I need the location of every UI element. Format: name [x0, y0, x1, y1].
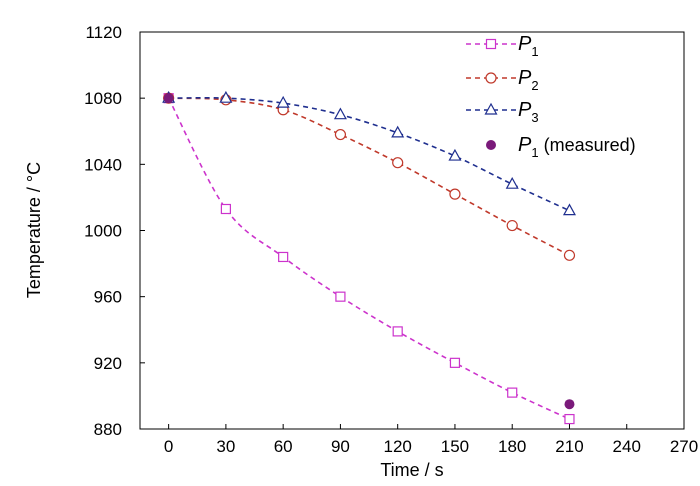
- x-axis: 0 30 60 90 120 150 180 210 240 270: [164, 424, 698, 456]
- data-point: [564, 413, 575, 425]
- legend-marker: [485, 38, 497, 50]
- data-point: [392, 157, 404, 169]
- series-line: [168, 97, 570, 257]
- legend-label-subscript: 2: [531, 78, 538, 93]
- legend-label-subscript: 3: [531, 110, 538, 125]
- legend-label-subscript: 1: [531, 44, 538, 59]
- data-point: [333, 107, 347, 120]
- y-tick-label: 920: [94, 354, 122, 373]
- data-point: [448, 148, 462, 161]
- y-tick-label: 1040: [84, 155, 122, 174]
- data-point: [220, 203, 231, 215]
- x-tick-label: 60: [274, 437, 293, 456]
- legend-label-suffix: (measured): [539, 135, 636, 155]
- legend-label: P1 (measured): [518, 134, 636, 160]
- y-tick-label: 880: [94, 420, 122, 439]
- x-tick-label: 270: [670, 437, 698, 456]
- y-tick-label: 1120: [85, 23, 122, 42]
- legend-label: P1: [518, 33, 539, 59]
- x-tick-label: 120: [383, 437, 411, 456]
- legend-label-main: P: [518, 134, 532, 156]
- x-tick-label: 30: [216, 437, 235, 456]
- plot-frame: [139, 31, 685, 430]
- legend-item: P1 (measured): [486, 134, 636, 160]
- series-1: [163, 93, 575, 425]
- data-point: [449, 357, 461, 368]
- data-point: [334, 128, 347, 141]
- x-tick-label: 0: [164, 437, 173, 456]
- data-point: [449, 188, 461, 200]
- data-point: [505, 176, 519, 189]
- data-point: [562, 203, 576, 216]
- x-axis-title: Time / s: [380, 460, 443, 480]
- x-tick-label: 150: [441, 437, 469, 456]
- x-tick-label: 210: [555, 437, 583, 456]
- legend-label-main: P: [518, 99, 532, 121]
- data-point: [335, 291, 346, 302]
- y-tick-label: 1000: [84, 222, 122, 241]
- legend-marker: [484, 102, 498, 115]
- legend-label-main: P: [518, 33, 532, 55]
- legend-item: P2: [466, 67, 539, 93]
- data-point: [392, 326, 403, 337]
- x-tick-label: 240: [613, 437, 641, 456]
- legend-item: P3: [466, 99, 539, 125]
- legend-label-subscript: 1: [531, 145, 538, 160]
- series-line: [168, 97, 570, 212]
- data-point: [506, 219, 518, 232]
- series-2: [163, 92, 576, 261]
- legend-marker: [486, 140, 496, 150]
- series-line: [167, 97, 570, 420]
- legend-marker: [485, 72, 497, 84]
- data-point: [507, 387, 518, 398]
- y-axis-title: Temperature / °C: [24, 162, 44, 298]
- series-4: [163, 93, 575, 410]
- plot-series: [162, 90, 576, 425]
- data-point: [163, 93, 174, 104]
- data-point: [219, 90, 233, 103]
- data-point: [563, 249, 576, 261]
- x-tick-label: 90: [331, 437, 350, 456]
- legend-label-main: P: [518, 67, 532, 89]
- data-point: [391, 125, 405, 138]
- y-tick-label: 960: [94, 288, 122, 307]
- y-tick-label: 1080: [84, 89, 122, 108]
- legend-item: P1: [466, 33, 539, 59]
- data-point: [278, 251, 289, 263]
- data-point: [564, 399, 575, 410]
- data-point: [276, 95, 290, 108]
- legend-label: P2: [518, 67, 539, 93]
- legend-label: P3: [518, 99, 539, 125]
- x-tick-label: 180: [498, 437, 526, 456]
- y-axis: 880 920 960 1000 1040 1080 1120: [84, 23, 145, 439]
